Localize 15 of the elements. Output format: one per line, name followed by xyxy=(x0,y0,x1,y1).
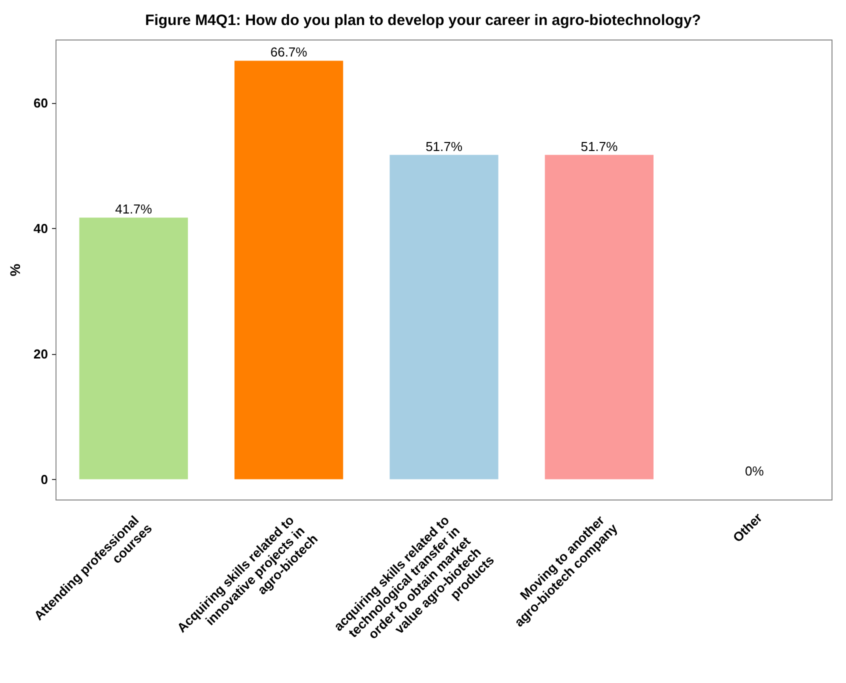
data-label: 41.7% xyxy=(115,202,152,217)
y-axis-title: % xyxy=(7,263,23,276)
bar xyxy=(544,154,654,480)
y-tick-label: 60 xyxy=(34,95,48,110)
y-tick-label: 40 xyxy=(34,220,48,236)
data-label: 66.7% xyxy=(270,44,308,60)
data-label: 51.7% xyxy=(426,138,463,154)
data-label: 51.7% xyxy=(580,138,618,154)
bar xyxy=(390,154,498,480)
y-tick-label: 20 xyxy=(34,346,48,362)
y-tick-label: 0 xyxy=(40,472,48,487)
bar xyxy=(79,218,188,480)
chart-title: Figure M4Q1: How do you plan to develop your career in agro-biotechnology? xyxy=(145,12,701,29)
bar xyxy=(234,60,344,480)
data-label: 0% xyxy=(745,463,764,478)
